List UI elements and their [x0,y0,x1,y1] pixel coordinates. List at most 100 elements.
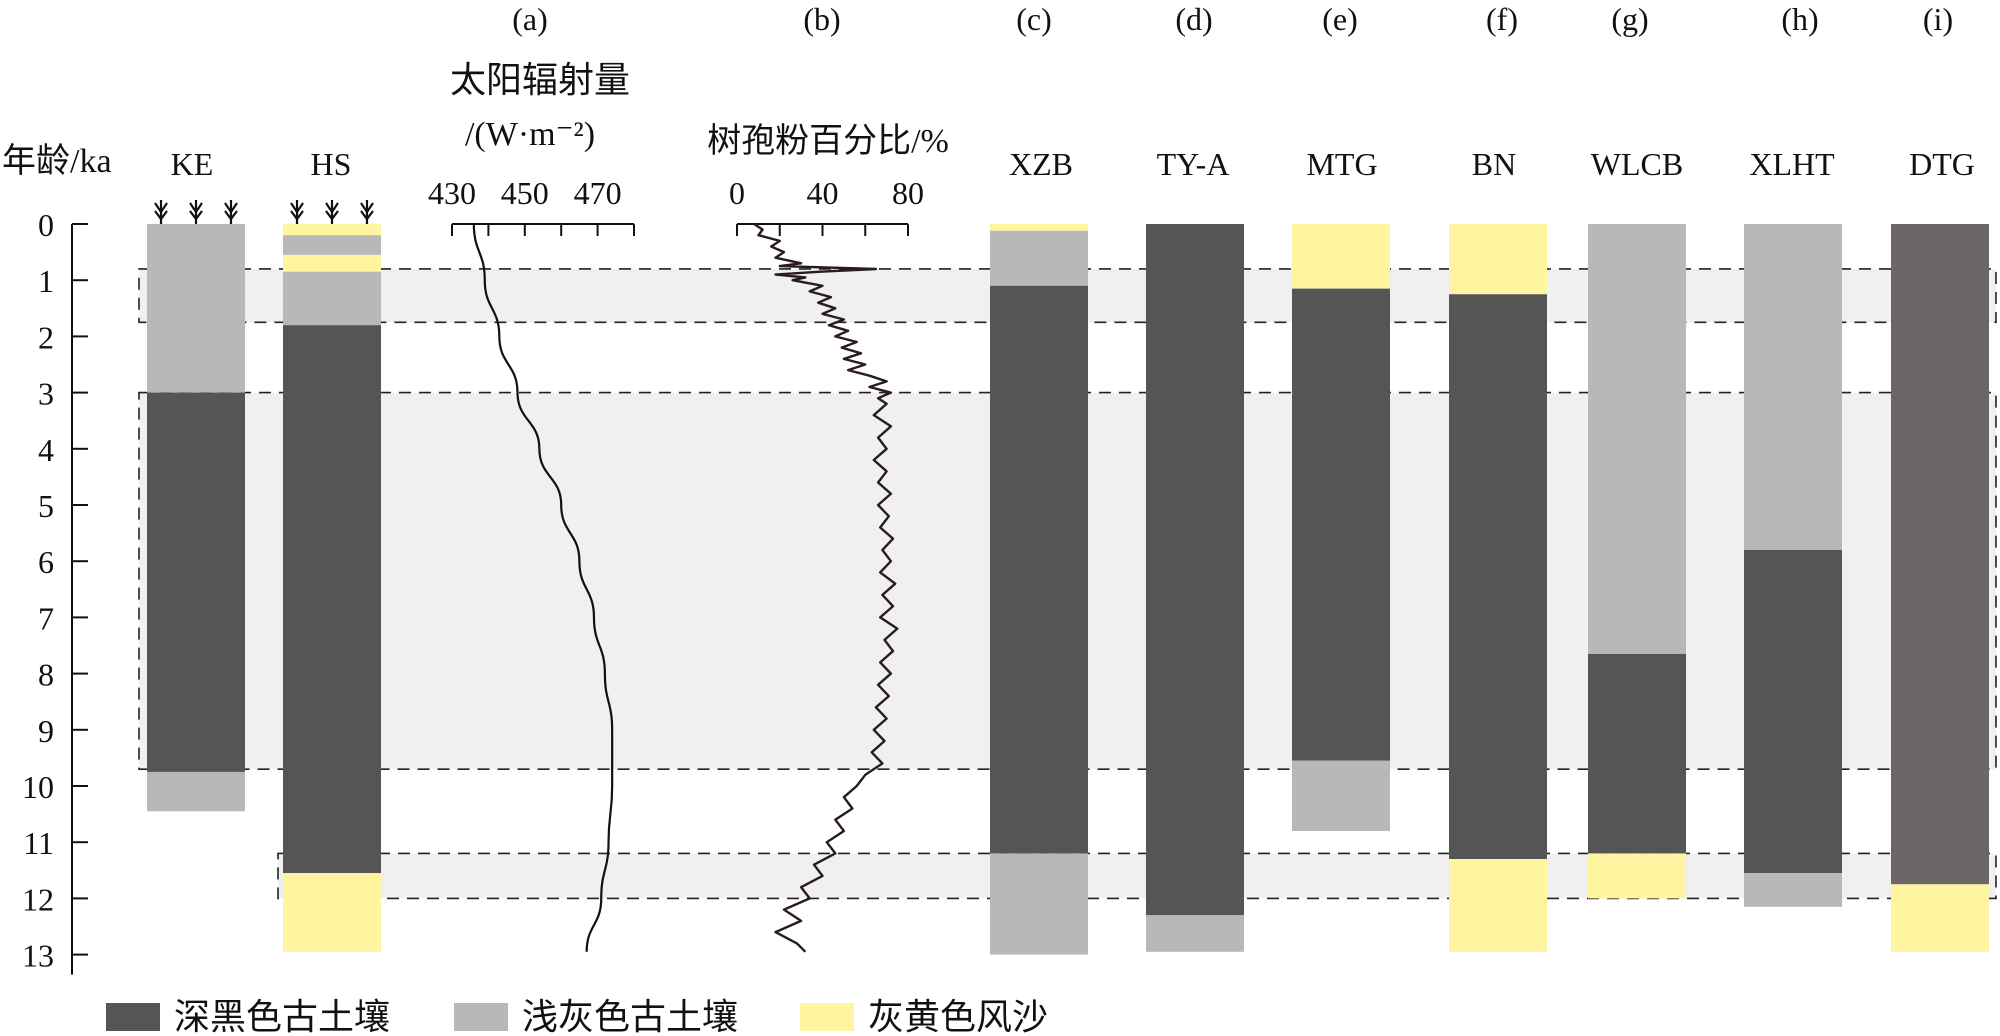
column-name: XLHT [1749,146,1835,182]
layer-light [990,853,1088,955]
column-dtg: (i) DTG [1891,1,1989,952]
pollen-tick-label: 0 [729,175,745,211]
y-tick-label: 4 [38,432,54,468]
pollen-tick-label: 80 [892,175,924,211]
column-ke: KE [147,146,245,812]
legend-swatch [454,1003,508,1031]
column-xlht: (h) XLHT [1744,1,1842,907]
column-letter: (h) [1781,1,1818,37]
y-tick-label: 10 [22,769,54,805]
layer-light [1146,915,1244,952]
legend-label: 浅灰色古土壤 [522,997,738,1036]
legend-swatch [800,1003,854,1031]
legend-item: 灰黄色风沙 [800,997,1048,1036]
plant-mark-icon [189,200,203,224]
column-bn: (f) BN [1449,1,1547,952]
y-tick-label: 3 [38,376,54,412]
layer-light [1292,760,1390,831]
pollen-panel: (b) 树孢粉百分比/% 0 40 80 [707,1,949,953]
layer-light [1744,873,1842,907]
y-tick-label: 11 [23,825,54,861]
layer-dark [1588,653,1686,854]
y-tick-label: 7 [38,600,54,636]
legend: 深黑色古土壤 浅灰色古土壤 灰黄色风沙 [106,997,1048,1036]
legend-item: 深黑色古土壤 [106,997,390,1036]
column-name: HS [311,146,352,182]
insolation-panel: (a) 太阳辐射量 /(W·m⁻²) 430 450 470 [428,1,635,952]
pollen-tick-label: 40 [807,175,839,211]
plant-mark-icon [325,200,339,224]
layer-yellow [283,224,381,236]
y-tick-label: 1 [38,263,54,299]
plant-mark-stroke [360,200,374,224]
layer-dark [990,285,1088,854]
layer-dark [1449,294,1547,860]
layer-dark [1744,549,1842,874]
layer-dark [1292,288,1390,761]
plant-mark-icon [224,200,238,224]
layer-light [283,271,381,326]
plant-mark-stroke [224,200,238,224]
column-hs: HS [283,146,381,952]
column-name: KE [171,146,214,182]
column-xzb: (c) XZB [990,1,1088,955]
layer-yellow [1449,224,1547,295]
y-tick-label: 13 [22,938,54,974]
plant-mark-icon [290,200,304,224]
y-tick-label: 2 [38,319,54,355]
layer-yellow [283,873,381,952]
shaded-band [277,852,1997,900]
insolation-curve [472,223,614,952]
strata-columns: KE HS (c) XZB (d) TY-A (e) MTG (f) BN (g) WLCB (h) XL… [147,1,1989,955]
insolation-unit: /(W·m⁻²) [465,116,595,153]
y-tick-label: 6 [38,544,54,580]
column-name: TY-A [1157,146,1230,182]
layer-yellow [1588,853,1686,899]
column-wlcb: (g) WLCB [1588,1,1686,899]
layer-dark_alt [1891,224,1989,885]
legend-label: 灰黄色风沙 [868,997,1048,1036]
insolation-tick-label: 430 [428,175,476,211]
layer-light [147,224,245,393]
panel-letter: (b) [803,1,840,37]
layer-yellow [1449,859,1547,952]
pollen-title: 树孢粉百分比/% [707,122,949,160]
column-letter: (c) [1016,1,1052,37]
y-axis-label: 年龄/ka [2,142,112,180]
legend-swatch [106,1003,160,1031]
layer-yellow [1292,224,1390,289]
layer-light [283,235,381,255]
plant-mark-stroke [154,200,168,224]
plant-mark-stroke [290,200,304,224]
layer-light [1744,224,1842,550]
y-tick-label: 5 [38,488,54,524]
layer-light [990,230,1088,286]
layer-yellow [1891,884,1989,952]
layer-dark [1146,224,1244,916]
insolation-tick-label: 470 [574,175,622,211]
column-letter: (e) [1322,1,1358,37]
insolation-title: 太阳辐射量 [450,60,630,100]
plant-mark-icon [360,200,374,224]
pollen-curve [753,222,899,953]
column-name: BN [1472,146,1516,182]
plant-mark-icon [154,200,168,224]
legend-label: 深黑色古土壤 [174,997,390,1036]
column-name: MTG [1306,146,1377,182]
layer-dark [283,325,381,874]
layer-yellow [990,224,1088,231]
y-tick-label: 12 [22,881,54,917]
plant-mark-stroke [189,200,203,224]
y-tick-label: 8 [38,657,54,693]
layer-dark [147,392,245,772]
column-letter: (d) [1175,1,1212,37]
column-name: WLCB [1591,146,1683,182]
layer-light [147,771,245,812]
column-letter: (g) [1611,1,1648,37]
column-letter: (f) [1486,1,1518,37]
column-name: XZB [1009,146,1073,182]
column-name: DTG [1909,146,1975,182]
y-tick-label: 0 [38,207,54,243]
